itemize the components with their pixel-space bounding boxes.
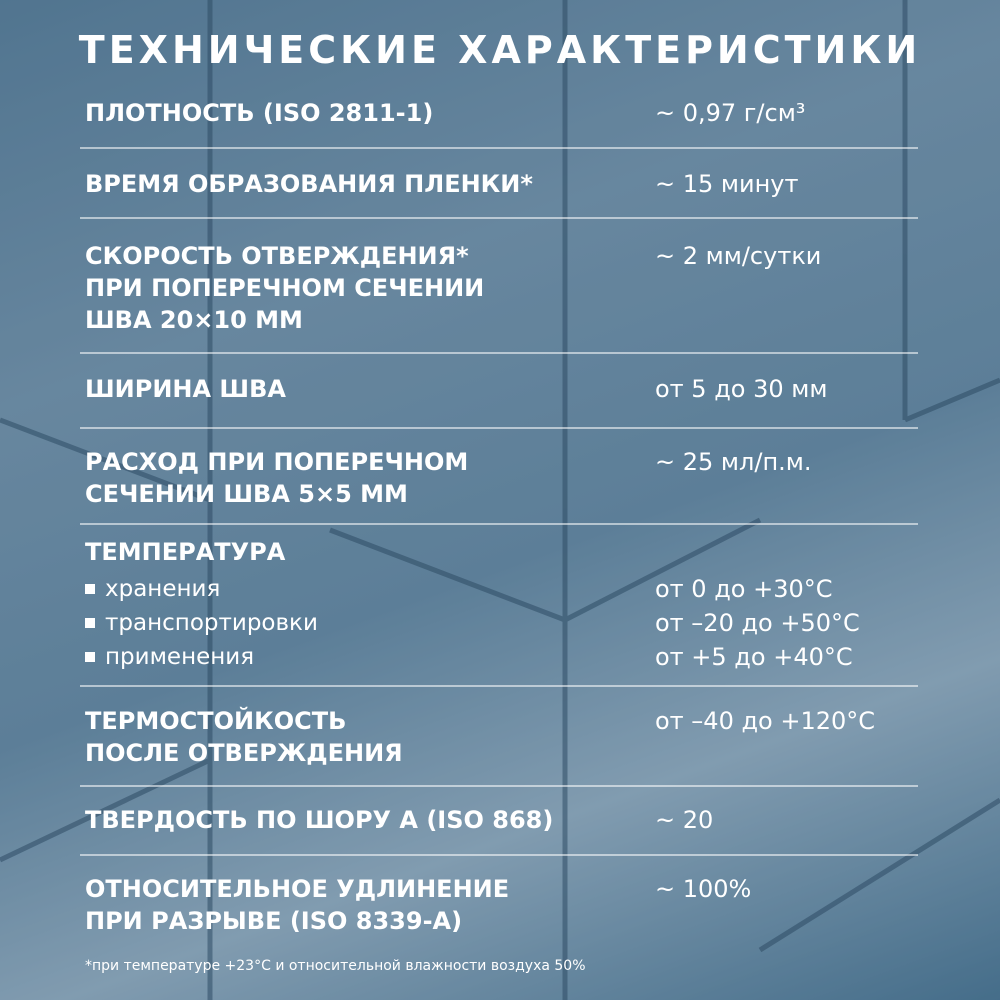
spec-label: Расход при поперечном сечении шва 5×5 мм: [85, 448, 469, 508]
divider: [80, 147, 918, 149]
spec-value: ~ 100%: [655, 875, 752, 903]
spec-value: от –40 до +120°C: [655, 707, 876, 735]
spec-value: ~ 2 мм/сутки: [655, 242, 822, 270]
spec-label: Температура: [85, 538, 286, 566]
divider: [80, 685, 918, 687]
temperature-item-value: от –20 до +50°C: [655, 609, 860, 637]
bullet-icon: [85, 584, 95, 594]
spec-value: ~ 25 мл/п.м.: [655, 448, 812, 476]
spec-label: Скорость отверждения* при поперечном сеч…: [85, 242, 485, 334]
spec-label: Твердость по Шору А (ISO 868): [85, 806, 554, 834]
spec-value: ~ 20: [655, 806, 714, 834]
divider: [80, 523, 918, 525]
spec-label: Термостойкость после отверждения: [85, 707, 403, 767]
footnote: *при температуре +23°C и относительной в…: [85, 958, 586, 974]
temperature-item: хранения от 0 до +30°C: [85, 572, 915, 606]
temperature-item-value: от 0 до +30°C: [655, 575, 833, 603]
temperature-item: транспортировки от –20 до +50°C: [85, 606, 915, 640]
divider: [80, 217, 918, 219]
spec-value: ~ 0,97 г/см³: [655, 99, 806, 127]
temperature-item: применения от +5 до +40°C: [85, 640, 915, 674]
spec-label: Ширина шва: [85, 375, 286, 403]
temperature-item-value: от +5 до +40°C: [655, 643, 853, 671]
divider: [80, 785, 918, 787]
spec-value: ~ 15 минут: [655, 170, 799, 198]
spec-label: Относительное удлинение при разрыве (ISO…: [85, 875, 510, 935]
bullet-icon: [85, 618, 95, 628]
divider: [80, 427, 918, 429]
spec-value: от 5 до 30 мм: [655, 375, 828, 403]
divider: [80, 854, 918, 856]
temperature-item-label: транспортировки: [105, 610, 318, 636]
divider: [80, 352, 918, 354]
spec-label: Плотность (ISO 2811-1): [85, 99, 434, 127]
spec-label: Время образования пленки*: [85, 170, 533, 198]
temperature-item-label: применения: [105, 644, 255, 670]
bullet-icon: [85, 652, 95, 662]
temperature-item-label: хранения: [105, 576, 221, 602]
page-title: ТЕХНИЧЕСКИЕ ХАРАКТЕРИСТИКИ: [78, 28, 922, 72]
